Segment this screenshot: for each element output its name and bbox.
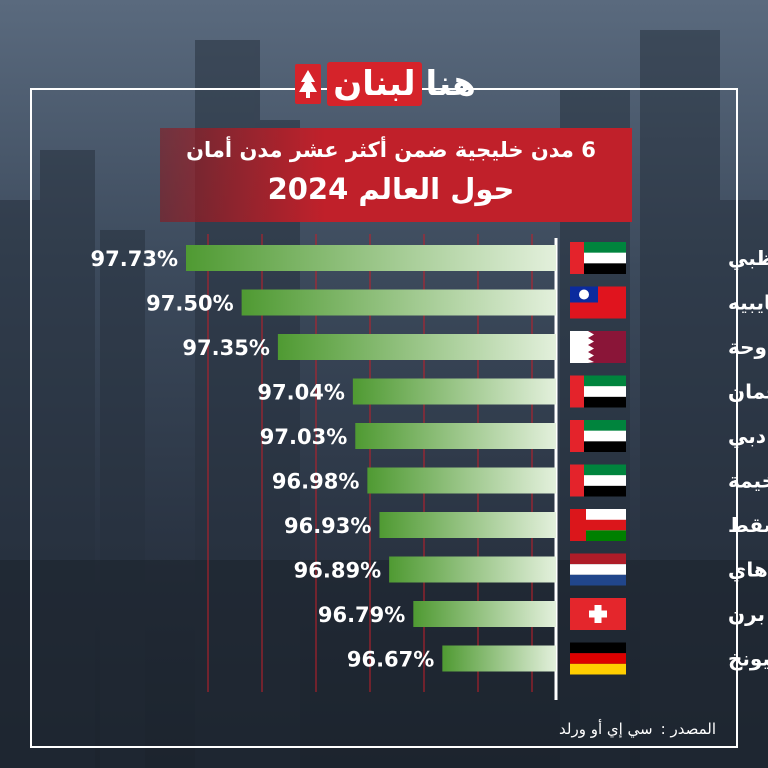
- category-label: ابوظبي: [728, 246, 768, 271]
- flag: [570, 642, 626, 675]
- value-label: 96.93%: [284, 514, 371, 538]
- category-label: دبي: [728, 424, 766, 449]
- flag: [570, 242, 626, 274]
- value-label: 96.89%: [294, 559, 381, 583]
- value-label: 97.04%: [257, 381, 344, 405]
- source-value: سي إي أو ورلد: [559, 720, 653, 738]
- value-label: 97.03%: [260, 425, 347, 449]
- germany-flag-icon: [570, 642, 626, 654]
- cedar-icon: [295, 64, 322, 104]
- category-label: الدوحة: [728, 335, 768, 359]
- bar: [186, 245, 556, 271]
- source-label: المصدر :: [660, 720, 716, 738]
- flag: [570, 553, 626, 586]
- bar: [355, 423, 556, 449]
- netherlands-flag-icon: [570, 553, 626, 565]
- value-label: 97.35%: [182, 336, 269, 360]
- logo-word-2: لبنان: [327, 62, 422, 106]
- bar: [379, 512, 556, 538]
- flag: [570, 331, 626, 363]
- category-label: ميونخ: [728, 647, 768, 671]
- bar: [352, 378, 556, 405]
- category-label: برن: [728, 602, 765, 626]
- flag: [570, 598, 626, 630]
- flag: [570, 464, 626, 497]
- category-label: عجمان: [728, 380, 768, 404]
- title-line-2: حول العالم 2024: [267, 172, 515, 206]
- flag: [570, 286, 626, 319]
- bar: [389, 556, 556, 583]
- source-line: المصدر : سي إي أو ورلد: [559, 720, 716, 738]
- bar: [277, 334, 556, 360]
- bar: [241, 289, 556, 316]
- category-label: لاهاي: [728, 558, 768, 583]
- value-label: 97.73%: [91, 247, 178, 271]
- flag: [570, 375, 626, 408]
- category-label: تايبيه: [728, 291, 768, 315]
- bar: [367, 467, 556, 494]
- flag: [570, 509, 626, 541]
- category-label: رأس الخيمة: [728, 467, 768, 493]
- value-label: 96.67%: [347, 648, 434, 672]
- title-line-1: 6 مدن خليجية ضمن أكثر عشر مدن أمان: [186, 138, 596, 162]
- logo: هنا لبنان: [290, 58, 485, 110]
- value-label: 96.98%: [272, 470, 359, 494]
- category-label: مسقط: [728, 513, 768, 537]
- flag: [570, 420, 626, 452]
- logo-word-1: هنا: [425, 64, 476, 104]
- title-banner: 6 مدن خليجية ضمن أكثر عشر مدن أمان حول ا…: [160, 128, 632, 222]
- bar: [442, 645, 556, 672]
- value-label: 97.50%: [146, 292, 233, 316]
- bar: [413, 601, 556, 627]
- value-label: 96.79%: [318, 603, 405, 627]
